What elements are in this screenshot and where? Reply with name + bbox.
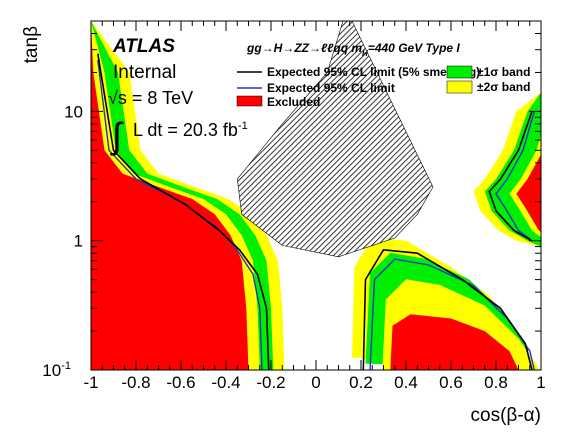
x-axis-title: cos(β-α) <box>471 405 541 426</box>
lumi-text: L dt = 20.3 fb <box>133 120 238 140</box>
x-tick-label: -0.4 <box>211 373 240 392</box>
y-tick-label: 10 <box>64 102 83 121</box>
y-axis-ticks: 10 1 10-1 <box>42 20 541 380</box>
process-sub: H <box>362 49 368 58</box>
legend-band1-swatch <box>446 65 473 79</box>
right-low-smeared-curve <box>362 248 533 370</box>
lumi-label: L dt = 20.3 fb-1 <box>133 120 248 140</box>
left-smeared-curve <box>97 53 270 370</box>
lumi-integral: ∫ <box>110 115 124 156</box>
x-tick-label: 0.6 <box>439 373 463 392</box>
right-high-excluded-region <box>516 92 541 247</box>
atlas-status: Internal <box>113 62 176 83</box>
energy-label: √s = 8 TeV <box>108 88 193 108</box>
process-suffix: =440 GeV Type I <box>368 41 461 55</box>
legend-excluded-label: Excluded <box>267 95 320 109</box>
legend-expected-label: Expected 95% CL limit <box>267 81 395 95</box>
right-low-excluded-region <box>390 314 541 370</box>
atlas-label: ATLAS <box>112 36 175 57</box>
exclusion-regions <box>91 21 541 370</box>
process-label: gg→H→ZZ→ℓℓqq mH=440 GeV Type I <box>246 41 460 58</box>
x-tick-label: 0.4 <box>394 373 418 392</box>
left-expected-curve <box>97 59 263 370</box>
legend: Expected 95% CL limit (5% smearing) Expe… <box>236 65 530 109</box>
y-tick-label: 10-1 <box>42 360 71 380</box>
legend-band2-label: ±2σ band <box>477 80 530 94</box>
y-tick-label: 1 <box>74 232 83 251</box>
limit-curves <box>97 53 535 370</box>
x-tick-label: -1 <box>83 373 98 392</box>
hatched-region <box>236 21 434 258</box>
right-high-smeared-curve <box>488 111 533 242</box>
x-tick-label: -0.2 <box>256 373 285 392</box>
lumi-sup: -1 <box>238 120 248 132</box>
legend-band1-label: ±1σ band <box>477 65 530 79</box>
y-axis-title: tanβ <box>21 26 42 63</box>
legend-excluded-swatch <box>236 95 263 107</box>
x-tick-label: 1 <box>536 373 545 392</box>
x-tick-label: 0.2 <box>349 373 373 392</box>
x-tick-label: 0.8 <box>484 373 508 392</box>
x-tick-label: -0.8 <box>121 373 150 392</box>
x-tick-label: 0 <box>311 373 320 392</box>
x-tick-label: -0.6 <box>166 373 195 392</box>
right-high-expected-curve <box>495 111 535 242</box>
x-axis-ticks: -1 -0.8 -0.6 -0.4 -0.2 0 0.2 0.4 0.6 0.8 1 <box>83 21 546 392</box>
legend-smeared-label: Expected 95% CL limit (5% smearing) <box>267 65 480 79</box>
process-text: gg→H→ZZ→ℓℓqq m <box>246 41 362 55</box>
legend-band2-swatch <box>446 80 473 94</box>
